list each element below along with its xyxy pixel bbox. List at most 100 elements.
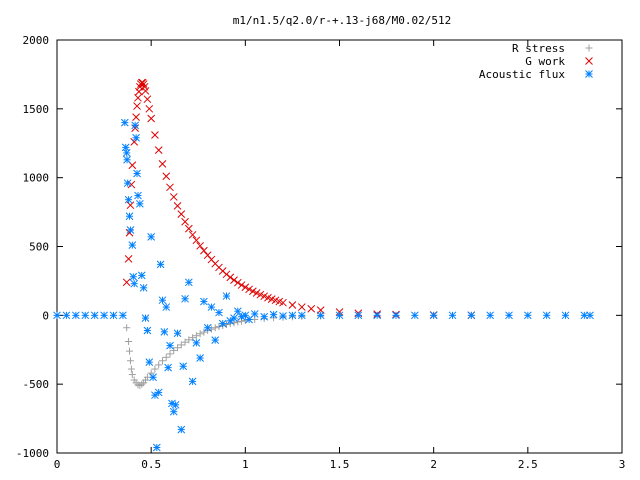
data-point [222, 292, 231, 300]
data-point [119, 311, 127, 320]
data-point [250, 310, 259, 318]
data-point [120, 118, 129, 127]
y-tick-label: 1000 [23, 172, 50, 185]
data-point [189, 334, 197, 342]
data-point [316, 311, 325, 320]
data-point [143, 326, 152, 335]
data-point [166, 341, 174, 350]
data-point [188, 230, 197, 239]
data-point [184, 224, 193, 233]
data-point [192, 339, 201, 347]
data-point [138, 380, 146, 388]
data-point [125, 337, 133, 345]
data-point [200, 297, 208, 306]
data-point [211, 336, 220, 344]
data-point [139, 283, 148, 292]
legend-label: R stress [512, 42, 565, 55]
data-point [127, 365, 135, 373]
y-tick-label: 500 [29, 241, 49, 254]
legend-label: G work [525, 55, 565, 68]
axes: 0 0.5 1 1.5 2 2.5 3 -1000 -500 0 500 1000 1500 2000 [16, 34, 625, 471]
data-point [133, 102, 141, 110]
data-point [192, 236, 201, 245]
data-point [192, 332, 200, 340]
data-point [137, 271, 146, 280]
series-g-work [122, 78, 476, 320]
data-point [523, 311, 532, 320]
data-point [307, 304, 316, 313]
data-point [184, 278, 193, 287]
data-point [410, 311, 419, 320]
legend-marker [585, 57, 593, 65]
data-point [230, 276, 238, 284]
data-point [196, 330, 204, 338]
data-point [162, 353, 170, 361]
data-point [131, 121, 140, 130]
data-point [129, 272, 138, 281]
legend-marker [585, 44, 593, 52]
data-point [122, 149, 131, 157]
data-point [62, 311, 71, 320]
data-point [152, 443, 161, 452]
plot-frame [56, 39, 623, 454]
data-point [237, 281, 246, 289]
x-tick-label: 1.5 [330, 458, 350, 471]
data-point [156, 260, 165, 269]
data-point [134, 93, 142, 102]
data-point [245, 285, 253, 294]
data-point [123, 179, 132, 188]
data-point [179, 362, 188, 371]
data-point [100, 311, 108, 320]
legend-label: Acoustic flux [479, 68, 565, 81]
data-point [354, 311, 363, 320]
data-point [580, 311, 589, 320]
data-point [297, 311, 306, 320]
data-point [90, 311, 99, 320]
data-point [134, 191, 142, 200]
data-point [181, 294, 189, 303]
x-tick-label: 1 [242, 458, 249, 471]
data-point [218, 319, 227, 328]
data-point [154, 146, 163, 154]
data-point [122, 278, 131, 287]
data-point [141, 314, 150, 322]
data-point [561, 311, 570, 320]
data-point [173, 202, 182, 210]
data-point [177, 341, 185, 349]
data-point [160, 327, 169, 336]
data-point [196, 354, 204, 362]
data-point [448, 311, 457, 320]
data-point [141, 87, 150, 95]
y-tick-label: 0 [42, 309, 49, 322]
data-point [215, 323, 223, 331]
data-point [166, 183, 174, 192]
data-point [297, 303, 306, 311]
data-point [260, 312, 269, 321]
data-point [233, 278, 242, 287]
data-point [169, 193, 178, 201]
data-point [249, 287, 257, 296]
data-point [181, 217, 189, 226]
data-point [126, 347, 134, 355]
data-point [288, 311, 297, 320]
data-point [132, 133, 140, 142]
data-point [586, 311, 594, 320]
data-point [136, 199, 144, 208]
data-point [467, 311, 476, 320]
data-point [392, 311, 400, 320]
data-point [126, 226, 135, 234]
x-tick-label: 2 [430, 458, 437, 471]
data-point [128, 241, 137, 249]
data-point [71, 311, 80, 320]
data-point [169, 407, 178, 416]
data-point [135, 87, 143, 96]
plot-points [53, 78, 594, 452]
data-point [211, 324, 219, 332]
data-point [123, 324, 131, 332]
data-point [132, 113, 140, 121]
data-point [185, 336, 193, 344]
data-point [151, 365, 159, 373]
data-point [155, 361, 163, 369]
data-point [177, 210, 186, 219]
